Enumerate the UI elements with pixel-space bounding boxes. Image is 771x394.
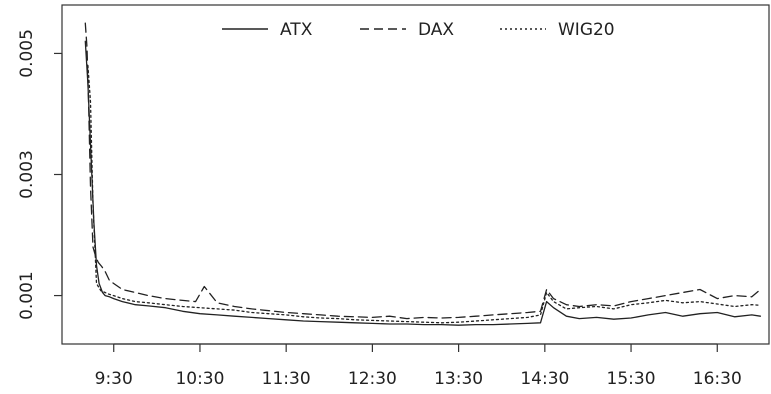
- x-tick-label: 15:30: [607, 369, 656, 389]
- y-tick-label: 0.001: [17, 271, 37, 320]
- x-tick-label: 11:30: [262, 369, 311, 389]
- series-layer: [84, 22, 762, 326]
- legend: ATX DAX WIG20: [222, 20, 615, 40]
- legend-label-wig20: WIG20: [558, 20, 615, 40]
- x-tick-label: 9:30: [95, 369, 133, 389]
- y-tick-label: 0.005: [17, 29, 37, 78]
- x-axis: 9:30 10:30 11:30 12:30 13:30 14:30 15:30 16:30: [95, 343, 742, 389]
- x-tick-label: 13:30: [434, 369, 483, 389]
- legend-label-atx: ATX: [280, 20, 313, 40]
- y-tick-label: 0.003: [17, 150, 37, 199]
- plot-frame: [61, 4, 770, 345]
- series-line-dax: [84, 22, 762, 320]
- x-tick-label: 10:30: [175, 369, 224, 389]
- series-line-wig20: [87, 64, 762, 324]
- legend-label-dax: DAX: [418, 20, 454, 40]
- x-tick-label: 16:30: [693, 369, 742, 389]
- x-tick-label: 12:30: [348, 369, 397, 389]
- y-axis: 0.001 0.003 0.005: [17, 29, 63, 320]
- x-tick-label: 14:30: [520, 369, 569, 389]
- series-line-atx: [84, 40, 762, 326]
